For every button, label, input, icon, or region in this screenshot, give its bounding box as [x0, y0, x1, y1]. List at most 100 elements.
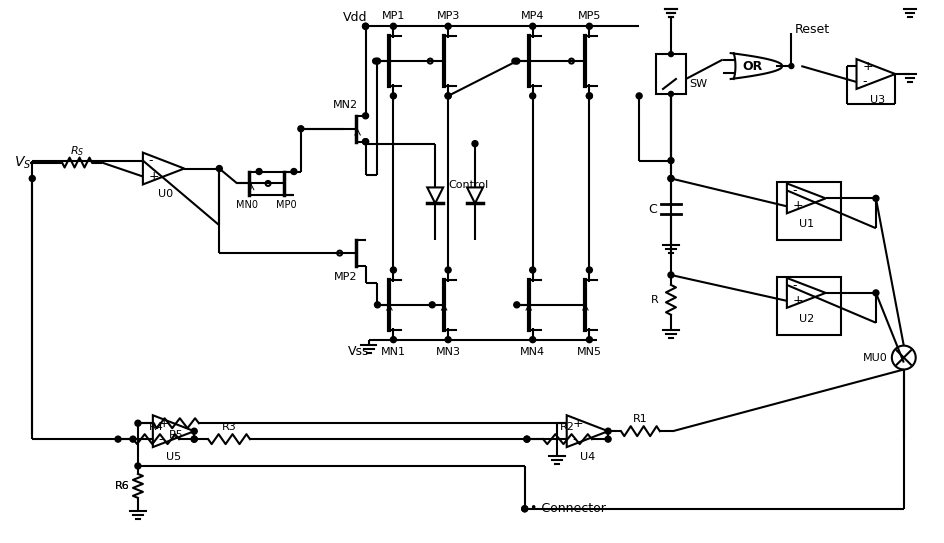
Text: R2: R2 [560, 422, 575, 432]
Circle shape [446, 23, 451, 29]
Text: R6: R6 [114, 481, 129, 491]
Text: +: + [863, 60, 873, 73]
Text: +: + [159, 416, 169, 430]
Text: U2: U2 [799, 314, 814, 324]
Bar [656, 54, 686, 94]
Text: MN0: MN0 [236, 200, 258, 210]
Text: U0: U0 [158, 190, 173, 199]
Text: MP5: MP5 [578, 11, 601, 21]
Text: R: R [651, 295, 659, 305]
Circle shape [668, 175, 674, 181]
Circle shape [298, 126, 304, 132]
Text: MN1: MN1 [381, 346, 406, 357]
Circle shape [375, 58, 380, 64]
Circle shape [513, 59, 517, 64]
Circle shape [789, 64, 794, 68]
Circle shape [524, 436, 530, 442]
Circle shape [391, 93, 396, 99]
Text: +: + [793, 199, 803, 212]
Text: MP4: MP4 [521, 11, 545, 21]
Circle shape [605, 428, 611, 434]
Text: MN2: MN2 [333, 100, 358, 110]
Text: R3: R3 [222, 422, 236, 432]
Text: R6: R6 [114, 481, 129, 491]
Text: • Connector: • Connector [530, 502, 606, 515]
Text: MP1: MP1 [381, 11, 405, 21]
Circle shape [668, 91, 673, 97]
Circle shape [337, 251, 342, 256]
Text: MU0: MU0 [863, 352, 888, 363]
Text: MN3: MN3 [435, 346, 461, 357]
Circle shape [522, 506, 528, 512]
Circle shape [522, 506, 528, 512]
Bar [777, 277, 840, 334]
Circle shape [668, 52, 673, 56]
Circle shape [256, 168, 262, 174]
Circle shape [524, 436, 530, 442]
Circle shape [362, 138, 368, 144]
Circle shape [530, 267, 535, 273]
Bar [777, 182, 840, 240]
Text: R1: R1 [633, 414, 648, 424]
Circle shape [514, 58, 520, 64]
Circle shape [668, 175, 674, 181]
Text: U4: U4 [580, 452, 595, 462]
Circle shape [636, 93, 642, 99]
Text: Vdd: Vdd [343, 11, 367, 24]
Circle shape [586, 23, 593, 29]
Circle shape [446, 267, 451, 273]
Text: OR: OR [742, 60, 763, 73]
Circle shape [362, 23, 368, 29]
Circle shape [430, 302, 435, 308]
Circle shape [530, 337, 535, 343]
Circle shape [135, 463, 141, 469]
Circle shape [446, 93, 451, 99]
Circle shape [873, 195, 879, 201]
Circle shape [446, 337, 451, 343]
Circle shape [115, 436, 121, 442]
Circle shape [362, 23, 368, 29]
Circle shape [192, 436, 197, 442]
Circle shape [668, 272, 674, 278]
Text: U5: U5 [166, 452, 181, 462]
Circle shape [373, 59, 378, 64]
Circle shape [605, 436, 611, 442]
Circle shape [514, 302, 520, 308]
Text: +: + [793, 294, 803, 307]
Text: R5: R5 [169, 430, 183, 440]
Text: -: - [793, 279, 798, 292]
Circle shape [530, 23, 535, 29]
Text: U3: U3 [870, 95, 885, 105]
Circle shape [586, 337, 593, 343]
Circle shape [873, 290, 879, 296]
Circle shape [362, 138, 368, 144]
Text: $R_S$: $R_S$ [70, 144, 84, 157]
Text: -: - [793, 185, 798, 198]
Text: C: C [649, 203, 657, 216]
Text: SW: SW [689, 79, 707, 89]
Circle shape [530, 93, 535, 99]
Text: -: - [159, 433, 163, 446]
Text: MP2: MP2 [334, 272, 358, 282]
Circle shape [391, 337, 396, 343]
Circle shape [375, 302, 380, 308]
Text: MN4: MN4 [520, 346, 546, 357]
Circle shape [586, 93, 593, 99]
Circle shape [472, 141, 478, 147]
Text: MP0: MP0 [276, 200, 296, 210]
Circle shape [586, 267, 593, 273]
Circle shape [668, 157, 674, 163]
Text: +: + [573, 416, 583, 430]
Text: -: - [573, 433, 577, 446]
Circle shape [29, 175, 35, 181]
Text: Vss: Vss [347, 345, 369, 358]
Circle shape [192, 436, 197, 442]
Circle shape [291, 168, 297, 174]
Circle shape [586, 93, 593, 99]
Text: +: + [149, 170, 160, 183]
Circle shape [216, 166, 222, 172]
Text: $V_S$: $V_S$ [14, 154, 32, 171]
Circle shape [446, 93, 451, 99]
Circle shape [569, 59, 574, 64]
Text: MN5: MN5 [577, 346, 602, 357]
